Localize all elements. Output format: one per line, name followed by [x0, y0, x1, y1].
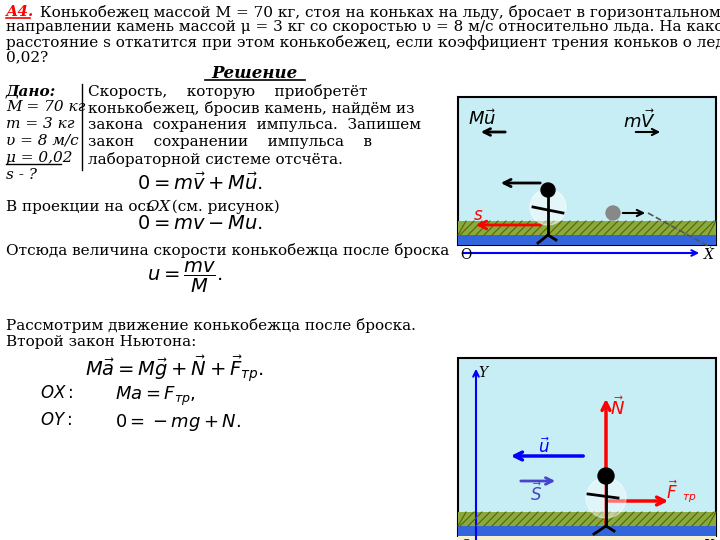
Text: X: X [704, 248, 714, 262]
Text: В проекции на ось: В проекции на ось [6, 200, 154, 214]
Text: $\vec{u}$: $\vec{u}$ [538, 438, 550, 457]
Bar [458, 221, 716, 235]
Bar [458, 235, 716, 245]
Text: $OY :$: $OY :$ [40, 412, 72, 429]
Text: А4.: А4. [6, 5, 35, 19]
Text: расстояние s откатится при этом конькобежец, если коэффициент трения коньков о л: расстояние s откатится при этом конькобе… [6, 35, 720, 50]
Text: направлении камень массой μ = 3 кг со скоростью υ = 8 м/с относительно льда. На : направлении камень массой μ = 3 кг со ск… [6, 20, 720, 34]
Text: $0 = -mg + N.$: $0 = -mg + N.$ [115, 412, 241, 433]
Text: M = 70 кг: M = 70 кг [6, 100, 86, 114]
Text: Второй закон Ньютона:: Второй закон Ньютона: [6, 335, 197, 349]
Bar [458, 512, 716, 526]
Circle shape [541, 183, 555, 197]
Text: Дано:: Дано: [6, 84, 56, 98]
Text: Конькобежец массой М = 70 кг, стоя на коньках на льду, бросает в горизонтальном: Конькобежец массой М = 70 кг, стоя на ко… [35, 5, 720, 20]
Bar [458, 358, 716, 536]
Text: $\vec{S}$: $\vec{S}$ [530, 483, 542, 505]
Bar [458, 536, 716, 540]
Text: $u = \dfrac{mv}{M}.$: $u = \dfrac{mv}{M}.$ [148, 260, 222, 295]
Text: OX: OX [142, 200, 170, 214]
Circle shape [598, 468, 614, 484]
Text: Y: Y [478, 366, 487, 380]
Text: $M\vec{a} = M\vec{g} + \vec{N} + \vec{F}_{тр}.$: $M\vec{a} = M\vec{g} + \vec{N} + \vec{F}… [86, 353, 264, 384]
Text: Рассмотрим движение конькобежца после броска.: Рассмотрим движение конькобежца после бр… [6, 318, 416, 333]
Text: υ = 8 м/с: υ = 8 м/с [6, 134, 78, 148]
Text: (см. рисунок): (см. рисунок) [162, 200, 280, 214]
Text: 0,02?: 0,02? [6, 50, 48, 64]
Circle shape [586, 478, 626, 518]
Circle shape [606, 206, 620, 220]
Text: m = 3 кг: m = 3 кг [6, 117, 74, 131]
Text: $0 = mv - Mu.$: $0 = mv - Mu.$ [137, 215, 263, 233]
Text: закона  сохранения  импульса.  Запишем: закона сохранения импульса. Запишем [88, 118, 421, 132]
Text: $0 = m\vec{v} + M\vec{u}.$: $0 = m\vec{v} + M\vec{u}.$ [137, 173, 263, 194]
Text: лабораторной системе отсчёта.: лабораторной системе отсчёта. [88, 152, 343, 167]
Text: O: O [460, 248, 472, 262]
Text: $Ma = F_{тр},$: $Ma = F_{тр},$ [115, 385, 196, 408]
Circle shape [530, 189, 566, 225]
Text: $\vec{F}$: $\vec{F}$ [666, 481, 678, 503]
Text: Скорость,    которую    приобретёт: Скорость, которую приобретёт [88, 84, 367, 99]
Text: $_{тр}$: $_{тр}$ [682, 491, 697, 505]
Bar [458, 526, 716, 536]
Text: $m\vec{V}$: $m\vec{V}$ [623, 109, 656, 132]
Text: O: O [460, 539, 472, 540]
Bar [458, 97, 716, 245]
Text: конькобежец, бросив камень, найдём из: конькобежец, бросив камень, найдём из [88, 101, 415, 116]
Text: X: X [704, 539, 714, 540]
Text: Отсюда величина скорости конькобежца после броска: Отсюда величина скорости конькобежца пос… [6, 243, 449, 258]
Text: $s$: $s$ [473, 207, 483, 224]
Text: $M\vec{u}$: $M\vec{u}$ [468, 109, 496, 129]
Text: μ = 0,02: μ = 0,02 [6, 151, 73, 165]
Text: $\vec{N}$: $\vec{N}$ [610, 396, 625, 419]
Text: Решение: Решение [212, 65, 298, 82]
Text: закон    сохранении    импульса    в: закон сохранении импульса в [88, 135, 372, 149]
Text: $OX :$: $OX :$ [40, 385, 73, 402]
Text: s - ?: s - ? [6, 168, 37, 182]
